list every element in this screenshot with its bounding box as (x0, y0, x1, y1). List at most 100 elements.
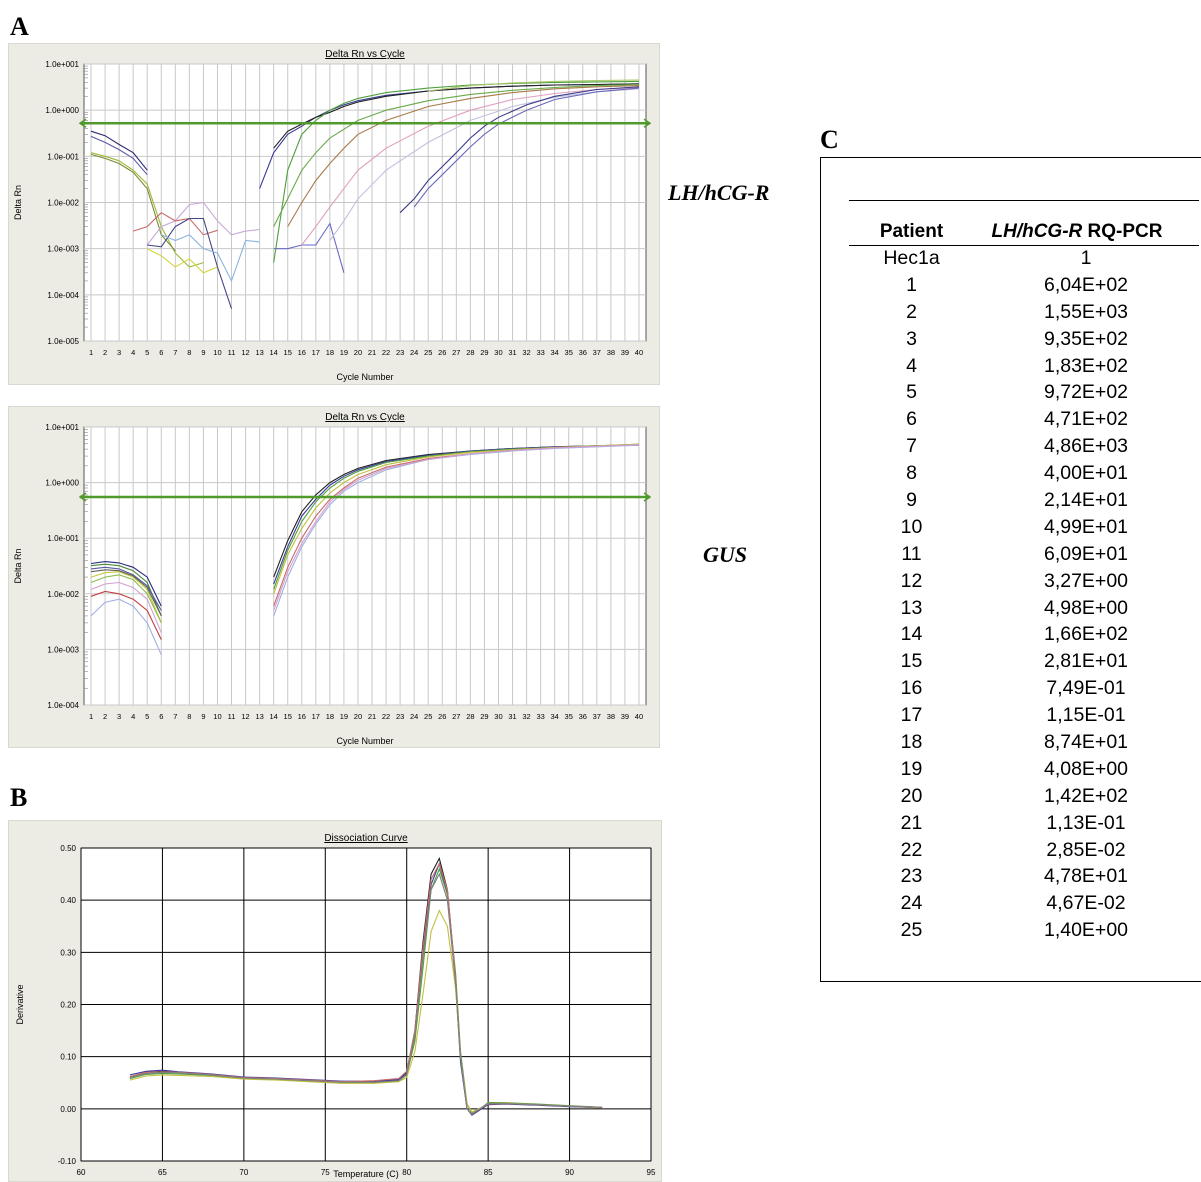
patient-cell: 2 (906, 300, 917, 323)
rq-value-cell: 4,67E-02 (1046, 892, 1126, 915)
x-tick-label: 16 (298, 712, 306, 721)
patient-cell: 10 (900, 515, 923, 538)
x-tick-label: 32 (522, 712, 530, 721)
x-tick-label: 24 (410, 712, 418, 721)
y-tick-label: 0.20 (60, 1001, 76, 1010)
series-line-4 (90, 571, 162, 624)
x-tick-label: 30 (494, 712, 502, 721)
table-row: Hec1a 1 (821, 245, 1201, 272)
x-tick-label: 31 (508, 712, 516, 721)
x-tick-label: 36 (579, 712, 587, 721)
patient-cell: 1 (906, 273, 917, 296)
rq-value-cell: 8,74E+01 (1043, 731, 1129, 754)
y-tick-label: 1.0e-003 (47, 245, 79, 254)
table-row: 4 1,83E+02 (821, 353, 1201, 380)
x-tick-label: 27 (452, 348, 460, 357)
patient-cell: 17 (900, 704, 923, 727)
x-tick-label: 14 (270, 348, 278, 357)
x-tick-label: 21 (368, 348, 376, 357)
table-row: 18 8,74E+01 (821, 729, 1201, 756)
y-tick-label: 1.0e-003 (47, 645, 79, 654)
x-tick-label: 39 (621, 712, 629, 721)
x-tick-label: 26 (438, 712, 446, 721)
x-tick-label: 38 (607, 348, 615, 357)
y-tick-label: 1.0e-002 (47, 590, 79, 599)
series-line-1 (90, 561, 162, 607)
x-tick-label: 1 (89, 712, 93, 721)
lh-amplification-plot: Delta Rn vs Cycle 1 2 3 4 5 6 7 8 9 10 11 12 13 14 15 16… (8, 43, 660, 385)
x-tick-label: 35 (565, 712, 573, 721)
x-tick-label: 85 (484, 1168, 493, 1177)
series-line-15 (287, 85, 640, 227)
table-row: 19 4,08E+00 (821, 756, 1201, 783)
x-tick-label: 10 (213, 348, 221, 357)
panel-b-label: B (10, 783, 28, 812)
y-tick-label: 1.0e-001 (47, 534, 79, 543)
series-line-20 (428, 79, 640, 92)
x-tick-label: 21 (368, 712, 376, 721)
patient-cell: 12 (900, 569, 923, 592)
x-tick-label: 4 (131, 348, 135, 357)
x-tick-label: 37 (593, 348, 601, 357)
table-row: 15 2,81E+01 (821, 648, 1201, 675)
x-tick-label: 7 (173, 712, 177, 721)
patient-cell: 18 (900, 731, 923, 754)
rq-value-cell: 1,66E+02 (1043, 623, 1129, 646)
header-gene-suffix: RQ-PCR (1082, 221, 1163, 242)
x-tick-label: 22 (382, 712, 390, 721)
y-tick-label: 1.0e-002 (47, 199, 79, 208)
patient-cell: 8 (906, 462, 917, 485)
gene-label-gus: GUS (703, 542, 748, 567)
y-tick-label: 0.10 (60, 1053, 76, 1062)
series-line-8 (90, 581, 162, 633)
rq-value-cell: 4,99E+01 (1043, 515, 1129, 538)
table-row: 12 3,27E+00 (821, 568, 1201, 595)
series-line-16 (301, 86, 640, 246)
plot-area (83, 426, 647, 706)
rq-value-cell: 9,35E+02 (1043, 327, 1129, 350)
header-gene-rq-pcr: LH/hCG-R RQ-PCR (957, 221, 1197, 243)
x-tick-label: 13 (255, 712, 263, 721)
series-line-9 (90, 569, 162, 617)
x-tick-label: 14 (270, 712, 278, 721)
rq-value-cell: 4,08E+00 (1043, 757, 1129, 780)
x-axis-label: Temperature (C) (333, 1169, 399, 1179)
table-row: 10 4,99E+01 (821, 514, 1201, 541)
y-axis-label: Delta Rn (13, 185, 23, 220)
x-tick-label: 12 (241, 712, 249, 721)
threshold-arrow-right (643, 118, 652, 128)
x-tick-label: 23 (396, 348, 404, 357)
x-tick-label: 29 (480, 712, 488, 721)
patient-cell: 20 (900, 784, 923, 807)
table-row: 22 2,85E-02 (821, 837, 1201, 864)
table-row: 23 4,78E+01 (821, 863, 1201, 890)
table-row: 2 1,55E+03 (821, 299, 1201, 326)
x-tick-label: 38 (607, 712, 615, 721)
patient-cell: 3 (906, 327, 917, 350)
y-tick-label: 1.0e-005 (47, 337, 79, 346)
rq-value-cell: 1,13E-01 (1046, 811, 1126, 834)
panel-c-label: C (820, 125, 839, 154)
x-tick-label: 95 (647, 1168, 656, 1177)
x-tick-label: 11 (228, 712, 236, 721)
gus-amplification-plot: Delta Rn vs Cycle 1 2 3 4 5 6 7 8 9 10 11 12 13 14 15 16… (8, 406, 660, 748)
patient-cell: 19 (900, 757, 923, 780)
x-tick-label: 17 (312, 712, 320, 721)
rq-value-cell: 2,14E+01 (1043, 489, 1129, 512)
patient-cell: 5 (906, 381, 917, 404)
patient-cell: Hec1a (883, 247, 940, 269)
x-tick-label: 1 (89, 348, 93, 357)
x-tick-label: 60 (77, 1168, 86, 1177)
series-line-3 (90, 566, 162, 611)
y-tick-label: 0.40 (60, 896, 76, 905)
y-tick-label: 1.0e-001 (47, 152, 79, 161)
y-tick-label: 0.00 (60, 1105, 76, 1114)
x-tick-label: 11 (228, 348, 236, 357)
chart-title: Delta Rn vs Cycle (325, 412, 405, 423)
table-row: 14 1,66E+02 (821, 621, 1201, 648)
chart-title: Dissociation Curve (324, 833, 408, 844)
x-tick-label: 9 (201, 348, 205, 357)
rq-value-cell: 1,42E+02 (1043, 784, 1129, 807)
x-tick-label: 37 (593, 712, 601, 721)
